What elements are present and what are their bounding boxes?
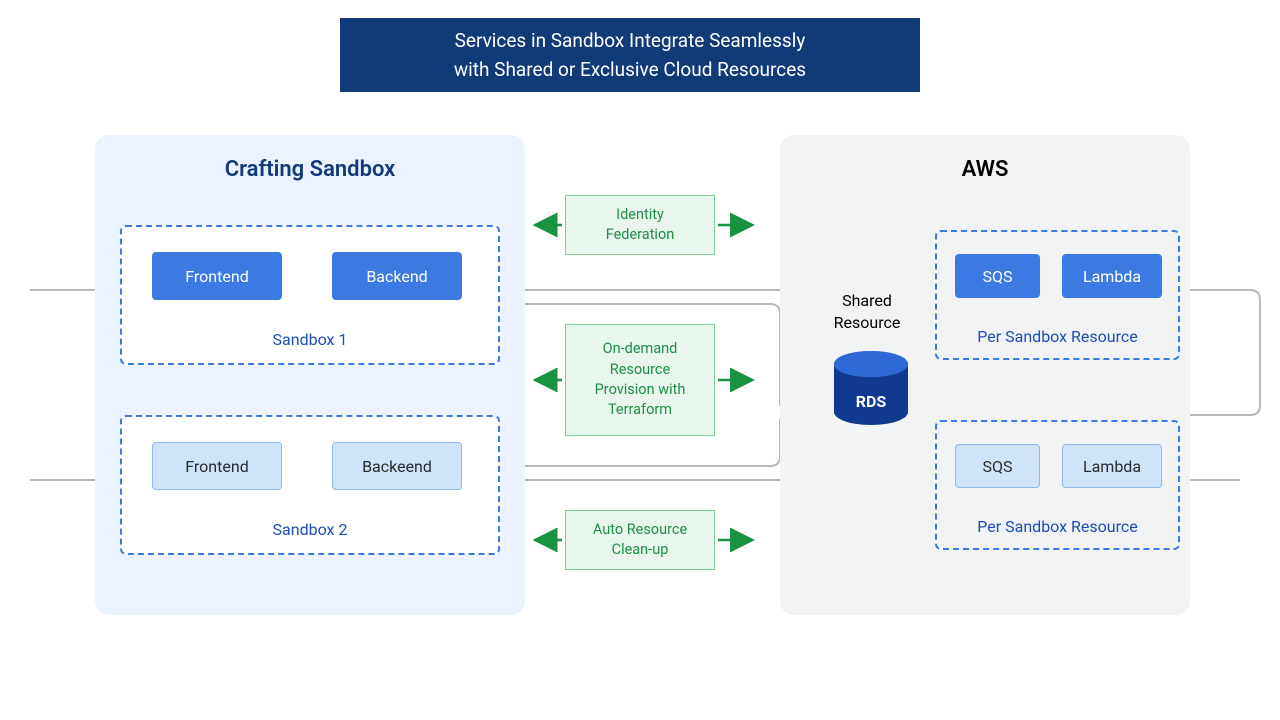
cleanup-line-1: Auto Resource bbox=[593, 520, 687, 540]
sandbox-1-group: Frontend Backend Sandbox 1 bbox=[120, 225, 500, 365]
aws-group-1-label: Per Sandbox Resource bbox=[937, 327, 1178, 346]
sandbox-2-group: Frontend Backeend Sandbox 2 bbox=[120, 415, 500, 555]
aws-group-2-lambda: Lambda bbox=[1062, 444, 1162, 488]
crafting-sandbox-title: Crafting Sandbox bbox=[95, 157, 525, 182]
aws-title: AWS bbox=[780, 157, 1190, 182]
identity-line-1: Identity bbox=[616, 205, 664, 225]
aws-group-1-sqs: SQS bbox=[955, 254, 1040, 298]
identity-line-2: Federation bbox=[606, 225, 675, 245]
sandbox-2-label: Sandbox 2 bbox=[122, 520, 498, 539]
identity-federation-box: Identity Federation bbox=[565, 195, 715, 255]
shared-label-1: Shared bbox=[842, 291, 892, 310]
sandbox-2-backend: Backeend bbox=[332, 442, 462, 490]
terraform-box: On-demand Resource Provision with Terraf… bbox=[565, 324, 715, 436]
aws-group-1: SQS Lambda Per Sandbox Resource bbox=[935, 230, 1180, 360]
cleanup-line-2: Clean-up bbox=[612, 540, 669, 560]
title-banner: Services in Sandbox Integrate Seamlessly… bbox=[340, 18, 920, 92]
title-line-1: Services in Sandbox Integrate Seamlessly bbox=[455, 26, 806, 55]
terraform-line-2: Resource bbox=[610, 360, 670, 380]
title-line-2: with Shared or Exclusive Cloud Resources bbox=[454, 55, 806, 84]
sandbox-2-frontend: Frontend bbox=[152, 442, 282, 490]
aws-group-2-sqs: SQS bbox=[955, 444, 1040, 488]
crafting-sandbox-panel: Crafting Sandbox Frontend Backend Sandbo… bbox=[95, 135, 525, 615]
terraform-line-1: On-demand bbox=[603, 339, 678, 359]
terraform-line-3: Provision with bbox=[595, 380, 686, 400]
rds-label: RDS bbox=[832, 392, 910, 411]
aws-group-2: SQS Lambda Per Sandbox Resource bbox=[935, 420, 1180, 550]
cleanup-box: Auto Resource Clean-up bbox=[565, 510, 715, 570]
sandbox-1-label: Sandbox 1 bbox=[122, 330, 498, 349]
aws-group-1-lambda: Lambda bbox=[1062, 254, 1162, 298]
aws-group-2-label: Per Sandbox Resource bbox=[937, 517, 1178, 536]
shared-label-2: Resource bbox=[834, 313, 901, 332]
sandbox-1-frontend: Frontend bbox=[152, 252, 282, 300]
sandbox-1-backend: Backend bbox=[332, 252, 462, 300]
rds-database-icon bbox=[832, 350, 910, 428]
terraform-line-4: Terraform bbox=[608, 400, 672, 420]
shared-resource-label: Shared Resource bbox=[807, 290, 927, 333]
